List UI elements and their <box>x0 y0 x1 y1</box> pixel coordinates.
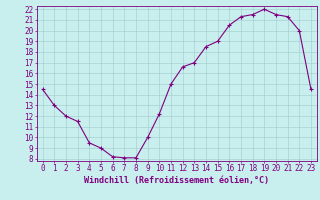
X-axis label: Windchill (Refroidissement éolien,°C): Windchill (Refroidissement éolien,°C) <box>84 176 269 185</box>
